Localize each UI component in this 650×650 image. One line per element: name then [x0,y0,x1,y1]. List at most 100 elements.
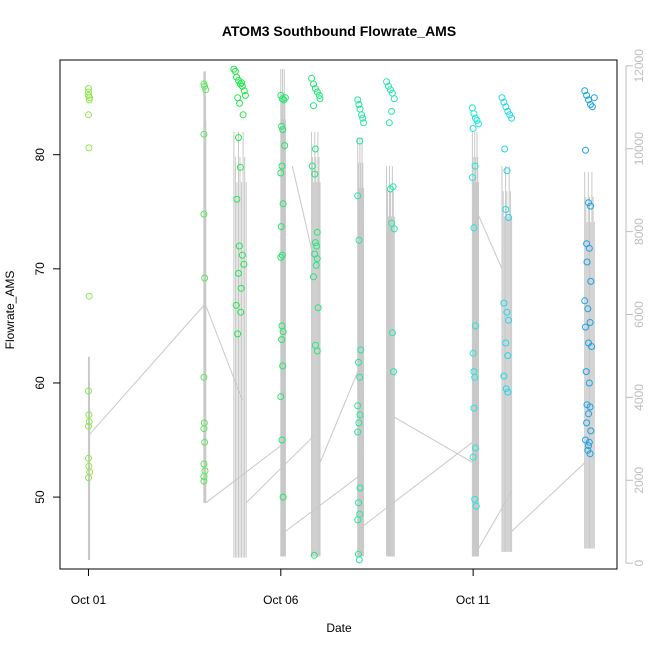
data-point [470,110,478,118]
data-point [85,454,92,462]
data-point [472,502,480,510]
data-point [281,94,289,102]
data-point [85,411,93,419]
y2-tick-label: 12000 [632,49,646,83]
data-point [584,305,592,313]
data-point [310,551,318,559]
data-point [468,104,476,112]
flow-trace-segment [478,491,513,549]
data-point [232,301,240,309]
data-point [386,86,394,94]
y2-tick-label: 2000 [632,467,646,494]
data-point [279,126,287,134]
y2-tick-label: 8000 [632,218,646,245]
data-point [310,273,317,281]
data-point [355,101,363,108]
data-point [278,162,286,170]
data-point [86,94,94,102]
y-tick-label: 60 [33,376,47,390]
data-point [85,292,93,300]
data-point [237,308,245,316]
data-point [240,260,248,268]
data-point [277,253,285,261]
x-axis-label: Date [326,621,352,635]
data-point [202,86,210,94]
data-point [503,308,511,316]
data-point [200,210,208,218]
data-point [310,80,317,88]
data-point [502,206,510,213]
flow-trace-segment [511,462,586,532]
data-point [385,82,392,90]
y-tick-label: 70 [33,262,47,276]
data-point [313,255,321,263]
data-point [311,145,319,153]
data-point [200,373,208,381]
data-point [470,368,478,376]
data-point [354,192,362,200]
y2-tick-label: 6000 [632,301,646,328]
y-tick-label: 80 [33,148,47,162]
data-point [587,277,595,285]
data-point [355,236,363,244]
data-point [586,319,594,326]
data-point [388,107,396,115]
data-point [237,284,245,292]
data-point [581,297,589,305]
data-point [314,304,322,312]
data-point [311,85,319,92]
data-point [585,379,593,387]
data-point [200,130,208,138]
data-point [278,122,286,130]
data-point [281,142,289,150]
data-point [236,99,244,107]
data-point [356,373,364,381]
data-points [85,65,598,564]
data-point [581,87,589,95]
data-point [383,78,391,86]
x-tick-label: Oct 01 [71,593,107,607]
data-point [308,162,316,170]
data-point [500,372,508,380]
data-point [355,358,362,366]
data-point [506,111,514,119]
flow-trace-segment [319,371,359,464]
data-point [582,436,589,444]
background-flow-lines [87,69,595,560]
data-point [585,438,593,446]
data-point [388,329,396,337]
y2-tick-label: 4000 [632,384,646,411]
data-point [588,103,596,111]
data-point [312,261,320,269]
data-point [503,167,511,175]
data-point [504,107,512,115]
data-point [201,274,209,282]
data-point [585,199,592,207]
data-point [389,183,397,191]
data-point [471,444,479,452]
data-point [355,419,363,427]
data-point [310,102,317,110]
data-point [475,120,482,128]
data-point [508,114,516,122]
data-point [390,95,398,103]
secondary-y-axis: 0 2000 4000 6000 8000 10000 12000 [625,49,646,567]
data-point [308,74,316,82]
data-point [390,225,398,233]
y2-tick-label: 10000 [632,132,646,166]
x-tick-label: Oct 11 [456,593,491,607]
data-point [240,87,248,95]
data-point [236,163,244,171]
flow-trace-segment [476,211,503,270]
data-point [355,499,362,507]
data-point [235,242,243,250]
data-point [587,101,594,108]
data-point [590,94,598,102]
data-point [238,251,246,259]
data-point [470,404,478,412]
data-point [279,362,287,370]
data-point [471,495,479,503]
data-point [200,425,208,433]
flow-trace-segment [285,473,362,532]
data-point [585,410,592,418]
